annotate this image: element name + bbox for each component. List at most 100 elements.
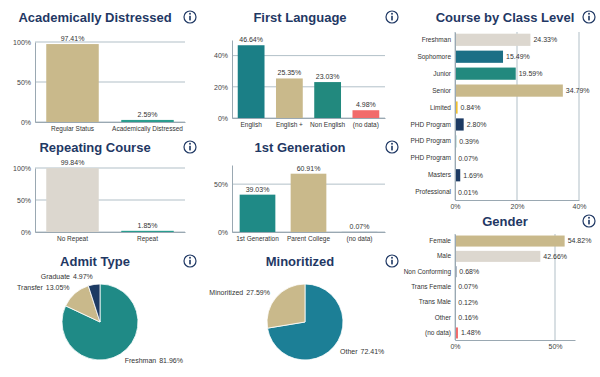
data-label: 42.66% [543,253,567,260]
data-label: 1.48% [461,329,481,336]
axis-line [456,340,576,341]
category-axis: FreshmanSophomoreJuniorSeniorLimitedPHD … [411,33,456,201]
tick-label: 0% [218,115,228,122]
grid-line [455,234,456,340]
value-axis: 0%50% [214,166,233,236]
info-icon-stem[interactable] [391,16,393,21]
grid-line [35,42,185,43]
tick: 20% [214,84,232,91]
data-label: 97.41% [61,35,85,42]
bar-chart: 0%50%1st GenerationParent College(no dat… [214,165,386,243]
category-label: Non English [310,121,345,129]
tick: Senior [432,87,452,94]
info-icon-dot[interactable] [391,143,393,145]
bar [455,236,565,247]
data-labels: 99.84%1.85% [61,159,158,229]
tick: 40% [572,200,586,210]
tick: English [240,121,262,129]
info-icon[interactable] [184,255,196,267]
bar [240,195,276,232]
grid [455,32,579,200]
data-label: 0.07% [458,155,478,162]
value-axis: 0%20%40% [214,41,233,122]
slice [62,284,138,360]
info-icon-ring[interactable] [184,11,196,23]
bar [455,118,464,130]
chart-title: 1st Generation [254,140,345,155]
data-label: 0.84% [461,104,481,111]
value-axis: 0%50%100% [13,39,35,126]
grid-line [579,32,580,200]
info-icon[interactable] [386,11,398,23]
axis-line [36,232,186,233]
info-icon-stem[interactable] [588,220,590,225]
data-label: 0.07% [458,283,478,290]
tick: 50% [17,79,35,86]
info-icon-ring[interactable] [386,255,398,267]
data-labels: Freshman81.96%Transfer13.05%Graduate4.97… [17,273,183,364]
info-icon-dot[interactable] [189,13,191,15]
info-icon-dot[interactable] [189,257,191,259]
canvas: 0%50%100%Regular StatusAcademically Dist… [0,0,600,377]
chart-title: Minoritized [266,254,335,269]
category-label: Sophomore [417,53,451,61]
category-axis: EnglishEnglish +Non English(no data) [233,119,386,129]
slices [62,284,138,360]
data-labels: 54.82%42.66%0.68%0.07%0.12%0.16%1.48% [458,237,591,336]
bar [455,34,530,46]
info-icon-ring[interactable] [184,141,196,153]
tick: Non English [310,121,345,129]
category-label: 1st Generation [236,235,279,242]
info-icon-stem[interactable] [189,146,191,151]
info-icon-ring[interactable] [583,11,595,23]
axis-line [233,118,386,119]
bars [46,168,174,232]
slice-name: Other [340,348,358,355]
data-labels: Other72.41%Minoritized27.59% [209,289,384,356]
info-icon-dot[interactable] [189,143,191,145]
bar [455,85,563,97]
info-icon-dot[interactable] [391,257,393,259]
tick: No Repeat [57,235,88,243]
info-icon-stem[interactable] [588,16,590,21]
category-label: Academically Distressed [112,125,183,133]
tick: Non Conforming [404,268,452,276]
info-icon[interactable] [184,141,196,153]
category-label: No Repeat [57,235,88,243]
info-icon[interactable] [583,11,595,23]
tick: 50% [214,181,232,188]
info-icon[interactable] [386,141,398,153]
data-label: 19.59% [519,70,543,77]
data-labels: 97.41%2.59% [61,35,158,118]
info-icon-dot[interactable] [588,217,590,219]
category-label: Non Conforming [404,268,452,276]
data-label: 0.07% [350,223,370,230]
pie-chart: Other72.41%Minoritized27.59% [209,284,384,360]
info-icon-ring[interactable] [386,141,398,153]
info-icon-stem[interactable] [189,16,191,21]
info-icon-stem[interactable] [189,260,191,265]
info-icon-ring[interactable] [583,215,595,227]
data-labels: 24.33%15.49%19.59%34.79%0.84%2.80%0.39%0… [458,36,590,195]
tick: PHD Program [411,154,451,162]
info-icon-ring[interactable] [386,11,398,23]
info-icon[interactable] [184,11,196,23]
data-label: 0.16% [458,314,478,321]
info-icon[interactable] [386,255,398,267]
bar [291,174,327,232]
bars [46,44,174,122]
info-icon[interactable] [583,215,595,227]
bar [314,82,341,118]
tick: Other [435,314,452,321]
info-icon-dot[interactable] [588,13,590,15]
data-label: 2.80% [467,121,487,128]
tick-label: 0% [21,119,31,126]
info-icon-stem[interactable] [391,260,393,265]
tick: PHD Program [411,137,451,145]
tick: Repeat [137,235,158,243]
info-icon-stem[interactable] [391,146,393,151]
axis-line [35,169,36,233]
tick: 50% [17,197,35,204]
info-icon-dot[interactable] [391,13,393,15]
info-icon-ring[interactable] [184,255,196,267]
